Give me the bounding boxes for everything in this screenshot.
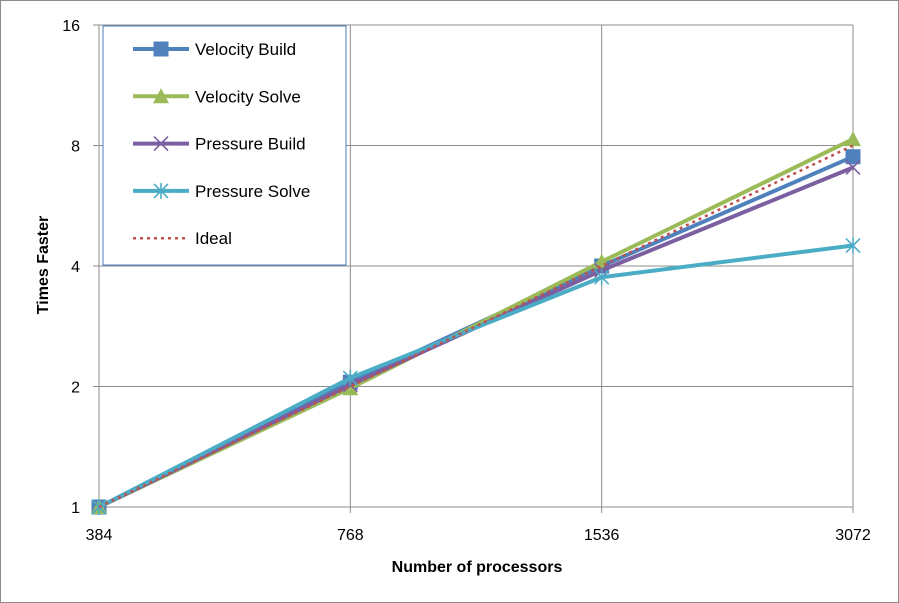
y-tick-label: 2 (71, 380, 80, 397)
y-tick-label: 1 (71, 500, 80, 517)
y-tick-labels: 1 2 4 8 16 (62, 18, 80, 517)
legend: Velocity Build Velocity Solve Pressure Bui… (102, 25, 347, 266)
x-tick-label: 768 (337, 527, 364, 544)
legend-label-velocity-solve: Velocity Solve (195, 87, 301, 106)
y-tick-label: 8 (71, 139, 80, 156)
data-point-velocity-solve (845, 131, 861, 147)
legend-marker-pressure-solve (153, 182, 169, 199)
legend-label-pressure-build: Pressure Build (195, 135, 306, 154)
data-point-pressure-solve (845, 237, 861, 254)
data-point-velocity-build (845, 149, 861, 165)
y-tick-label: 4 (71, 259, 80, 276)
series-line-pressure-solve (98, 243, 854, 509)
x-axis-title: Number of processors (392, 559, 563, 576)
legend-marker-velocity-build (153, 41, 169, 57)
x-tick-label: 3072 (835, 527, 871, 544)
data-point-velocity-solve (342, 380, 359, 396)
y-axis-title: Times Faster (35, 216, 52, 314)
x-tick-labels: 384 768 1536 3072 (86, 527, 871, 544)
legend-label-pressure-solve: Pressure Solve (195, 182, 310, 201)
y-tick-label: 16 (62, 18, 80, 35)
series-lines (91, 131, 861, 515)
data-point-pressure-solve (342, 370, 358, 387)
legend-label-ideal: Ideal (195, 229, 232, 248)
data-point-pressure-solve (594, 269, 610, 286)
legend-marker-velocity-solve (153, 88, 169, 104)
legend-marker-pressure-build (153, 136, 169, 152)
marker-stroke (153, 136, 169, 152)
data-point-pressure-build (845, 159, 861, 176)
marker-stroke (845, 159, 861, 176)
x-tick-label: 1536 (584, 527, 620, 544)
x-tick-label: 384 (86, 527, 113, 544)
legend-label-velocity-build: Velocity Build (195, 40, 296, 59)
